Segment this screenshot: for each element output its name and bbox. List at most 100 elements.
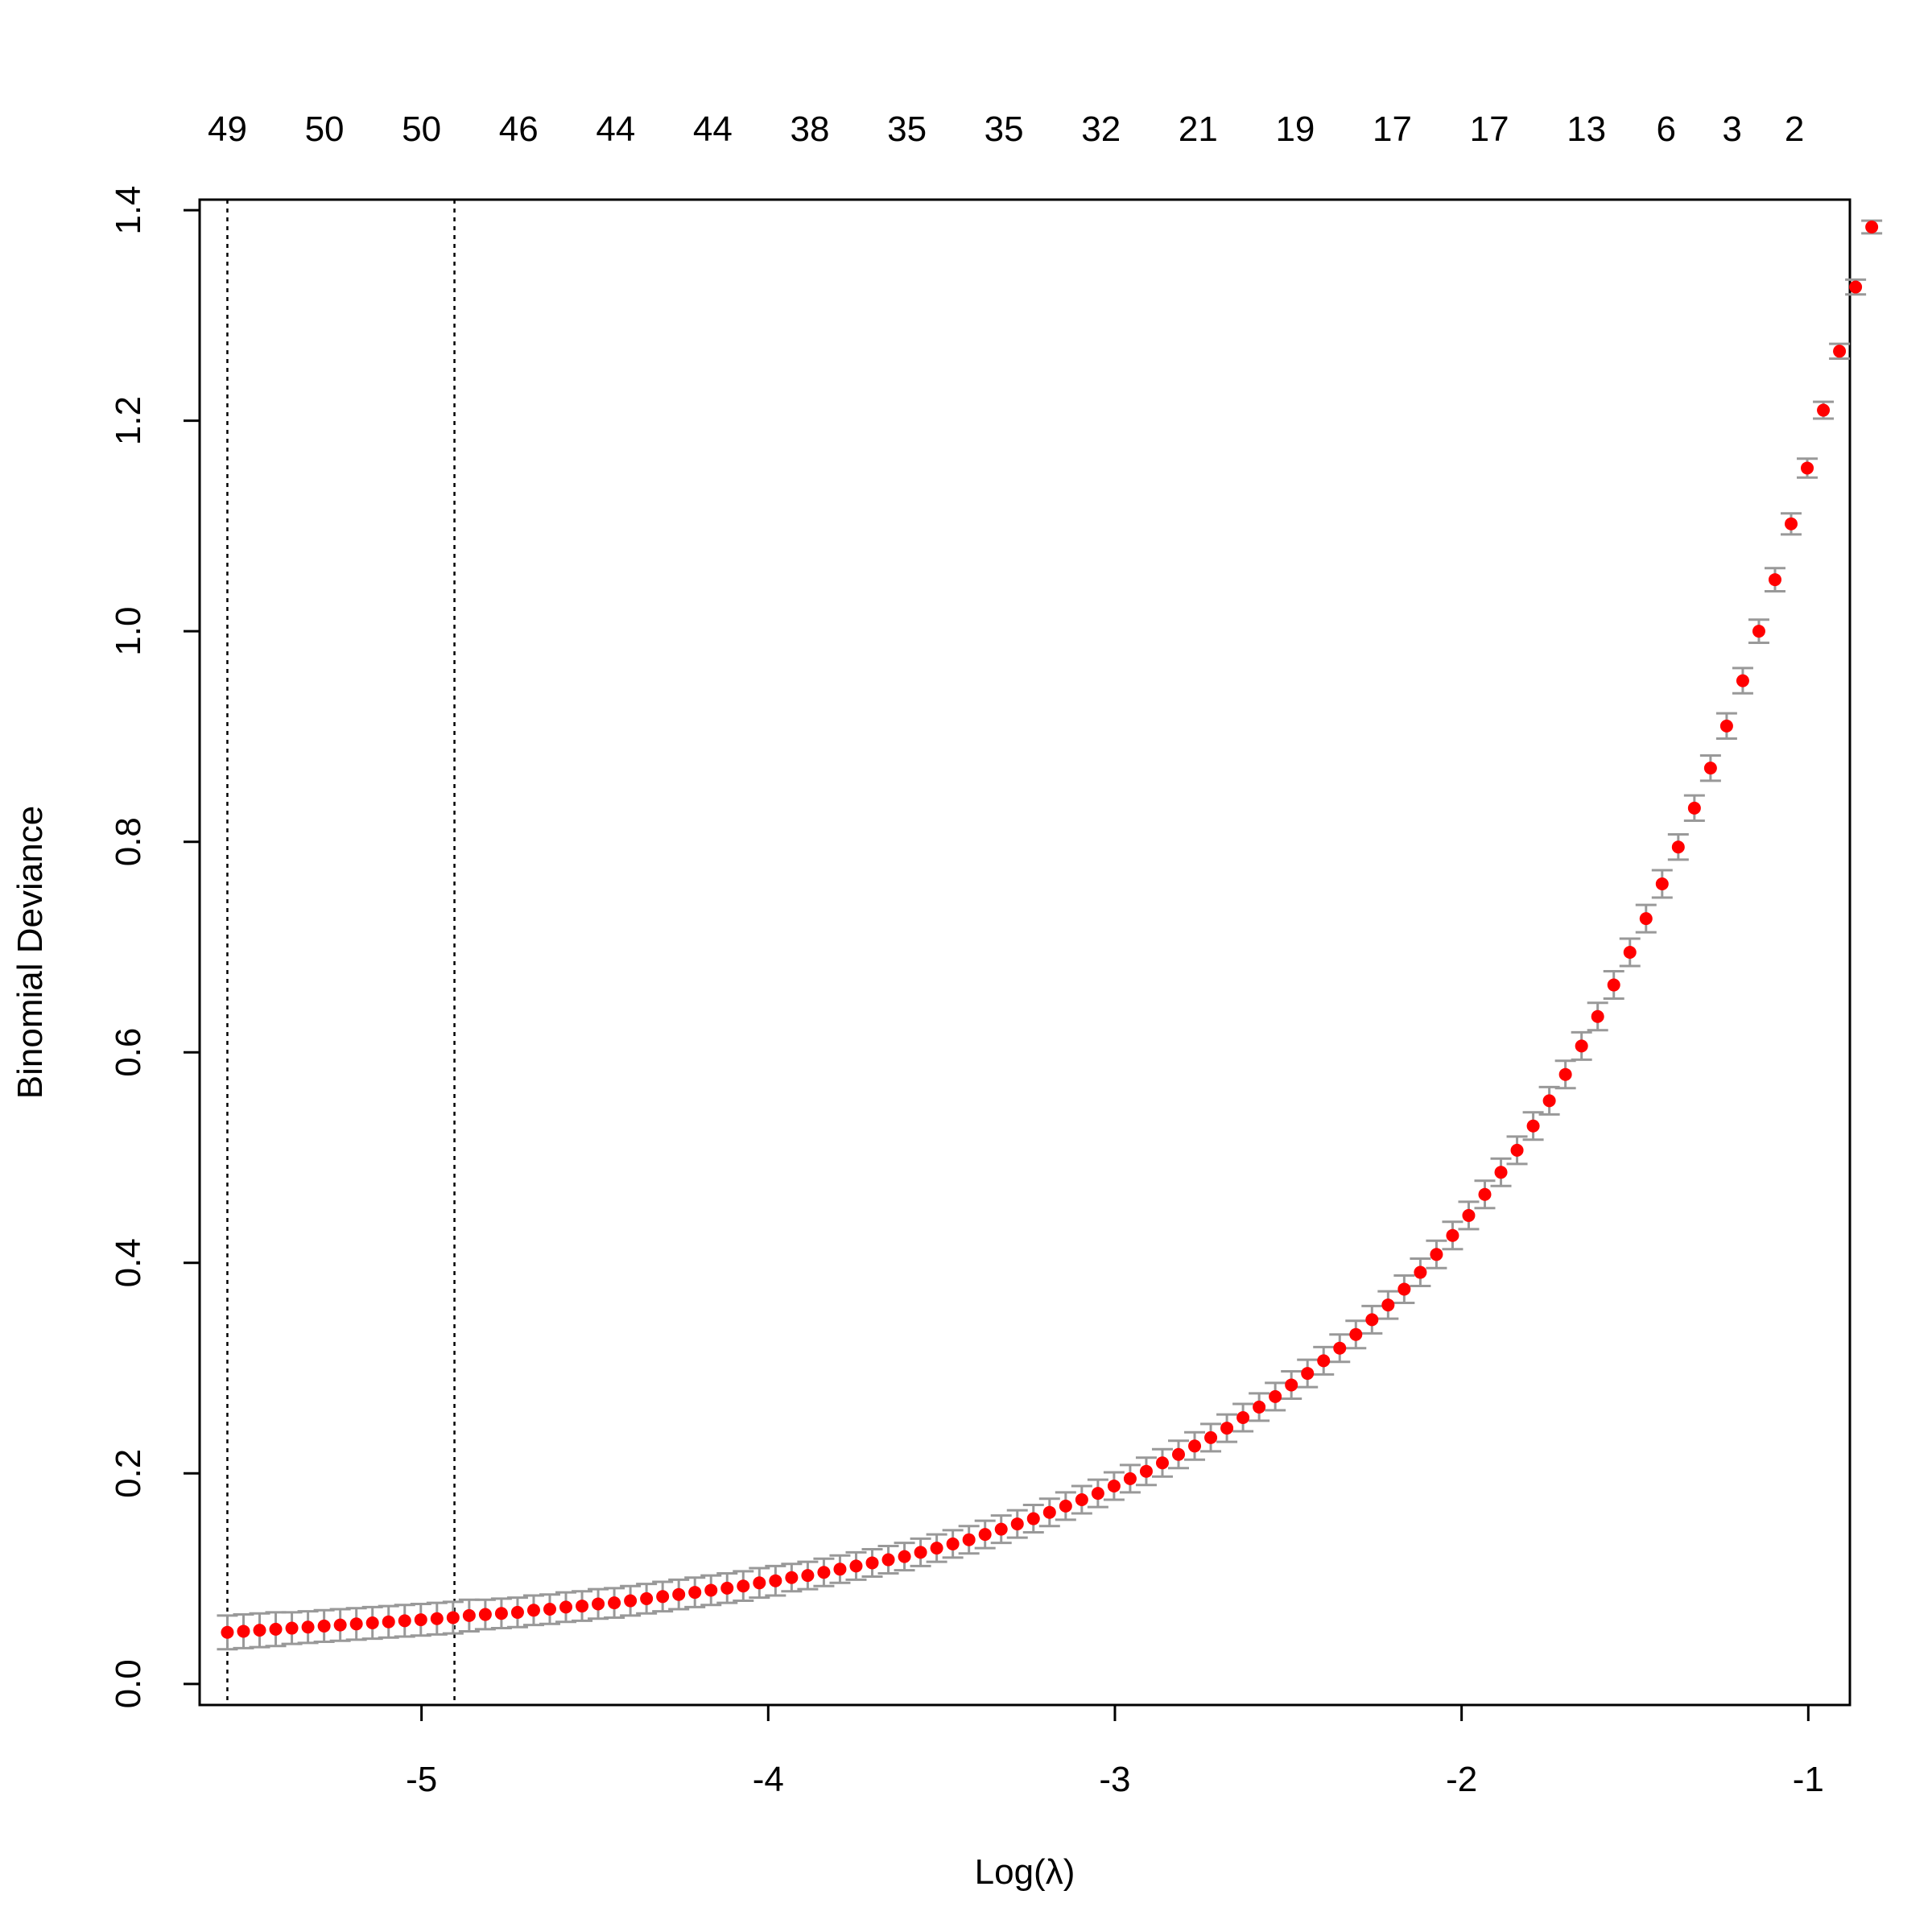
y-tick-label: 1.0 [109, 607, 148, 656]
data-point [1220, 1422, 1234, 1435]
data-point [672, 1587, 686, 1601]
data-point [1462, 1208, 1476, 1222]
data-point [1333, 1341, 1347, 1355]
data-point [1575, 1039, 1588, 1053]
x-tick-label: -1 [1793, 1760, 1824, 1799]
data-point [1414, 1265, 1427, 1279]
y-axis-title: Binomial Deviance [10, 806, 50, 1099]
data-point [1494, 1166, 1508, 1179]
data-point [382, 1615, 395, 1629]
data-point [994, 1522, 1008, 1536]
y-tick-label: 0.2 [109, 1449, 148, 1498]
data-point [914, 1546, 927, 1559]
data-point [1155, 1456, 1169, 1470]
data-point [688, 1586, 702, 1600]
data-point [269, 1622, 283, 1636]
data-point [1639, 912, 1653, 926]
top-count-label: 38 [791, 109, 830, 149]
data-point [543, 1603, 556, 1616]
data-point [1849, 280, 1863, 294]
data-point [576, 1600, 589, 1613]
data-point [1091, 1487, 1104, 1501]
data-point [720, 1581, 734, 1595]
y-tick-label: 0.6 [109, 1028, 148, 1077]
data-point [1107, 1480, 1121, 1492]
data-point [785, 1571, 799, 1584]
data-point [1785, 517, 1798, 530]
data-point [414, 1613, 427, 1627]
data-point [1139, 1464, 1153, 1478]
data-point [865, 1556, 879, 1570]
data-point [285, 1621, 299, 1635]
top-count-label: 50 [402, 109, 441, 149]
x-axis: -5 -4 -3 -2 -1 [406, 1703, 1824, 1799]
data-point [817, 1566, 831, 1579]
data-point [1042, 1505, 1056, 1519]
data-point [1285, 1378, 1298, 1392]
data-point [946, 1537, 960, 1550]
data-point [1123, 1472, 1137, 1485]
data-point [1446, 1228, 1459, 1242]
data-point [962, 1533, 976, 1546]
data-point [1591, 1009, 1604, 1023]
data-point [1655, 877, 1669, 890]
y-tick-label: 0.8 [109, 817, 148, 866]
data-point [1075, 1493, 1088, 1506]
data-point [1719, 719, 1733, 733]
data-point [704, 1583, 718, 1597]
data-point [1188, 1439, 1202, 1453]
data-point [1526, 1119, 1540, 1133]
top-count-label: 49 [208, 109, 247, 149]
data-point [1768, 573, 1781, 587]
x-axis-title: Log(λ) [975, 1852, 1075, 1892]
data-point [1542, 1094, 1556, 1108]
data-point [1865, 221, 1879, 233]
data-point [365, 1616, 379, 1629]
data-point [1204, 1430, 1218, 1444]
data-point [1607, 978, 1620, 992]
top-count-label: 35 [985, 109, 1024, 149]
y-tick-label: 1.4 [109, 185, 148, 234]
data-point [753, 1576, 766, 1590]
data-point [1026, 1512, 1040, 1525]
x-tick-label: -4 [753, 1760, 784, 1799]
data-point [1510, 1143, 1524, 1157]
data-point [462, 1608, 476, 1622]
data-point [1623, 946, 1637, 959]
y-tick-label: 0.4 [109, 1238, 148, 1287]
top-count-label: 46 [499, 109, 539, 149]
data-point [737, 1579, 750, 1593]
data-point [1671, 840, 1685, 854]
data-point [301, 1620, 315, 1634]
data-point [1349, 1327, 1363, 1341]
top-count-label: 17 [1373, 109, 1412, 149]
data-point [317, 1619, 331, 1633]
data-point [1381, 1298, 1395, 1312]
top-count-label: 32 [1081, 109, 1121, 149]
data-point [510, 1605, 524, 1619]
data-point [640, 1591, 654, 1605]
data-point [881, 1553, 895, 1567]
data-point [1833, 345, 1847, 358]
data-point [494, 1607, 508, 1620]
top-count-label: 44 [693, 109, 733, 149]
y-tick-label: 1.2 [109, 396, 148, 445]
y-axis: 0.0 0.2 0.4 0.6 0.8 1.0 1.2 1.4 [109, 185, 201, 1708]
top-count-label: 6 [1657, 109, 1676, 149]
data-point [1317, 1354, 1331, 1368]
data-point [1558, 1067, 1572, 1081]
data-point [930, 1542, 943, 1555]
data-point [1817, 403, 1831, 417]
data-point [898, 1550, 911, 1563]
data-point [1430, 1248, 1443, 1261]
data-point [1010, 1517, 1024, 1531]
data-point [1269, 1389, 1282, 1403]
x-tick-label: -2 [1446, 1760, 1477, 1799]
data-point [833, 1563, 847, 1576]
data-point [1801, 461, 1814, 475]
data-point [1172, 1447, 1186, 1461]
top-count-label: 19 [1275, 109, 1315, 149]
data-point [221, 1625, 234, 1639]
data-point [1301, 1367, 1315, 1381]
